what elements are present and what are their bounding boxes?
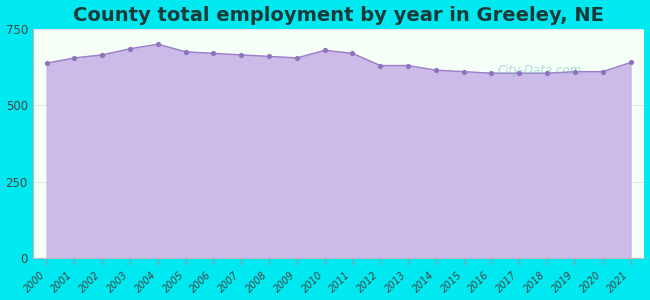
Point — [625, 60, 636, 65]
Point — [347, 51, 358, 56]
Point — [236, 52, 246, 57]
Point — [153, 42, 163, 46]
Point — [403, 63, 413, 68]
Point — [292, 56, 302, 60]
Point — [319, 48, 330, 53]
Point — [97, 52, 107, 57]
Text: City-Data.com: City-Data.com — [498, 64, 582, 76]
Point — [69, 56, 79, 60]
Point — [597, 69, 608, 74]
Point — [431, 68, 441, 73]
Point — [375, 63, 385, 68]
Point — [458, 69, 469, 74]
Title: County total employment by year in Greeley, NE: County total employment by year in Greel… — [73, 6, 604, 25]
Point — [486, 71, 497, 76]
Point — [125, 46, 135, 51]
Point — [514, 71, 525, 76]
Point — [542, 71, 552, 76]
Point — [42, 61, 52, 65]
Point — [264, 54, 274, 59]
Point — [181, 50, 191, 54]
Point — [569, 69, 580, 74]
Point — [208, 51, 218, 56]
